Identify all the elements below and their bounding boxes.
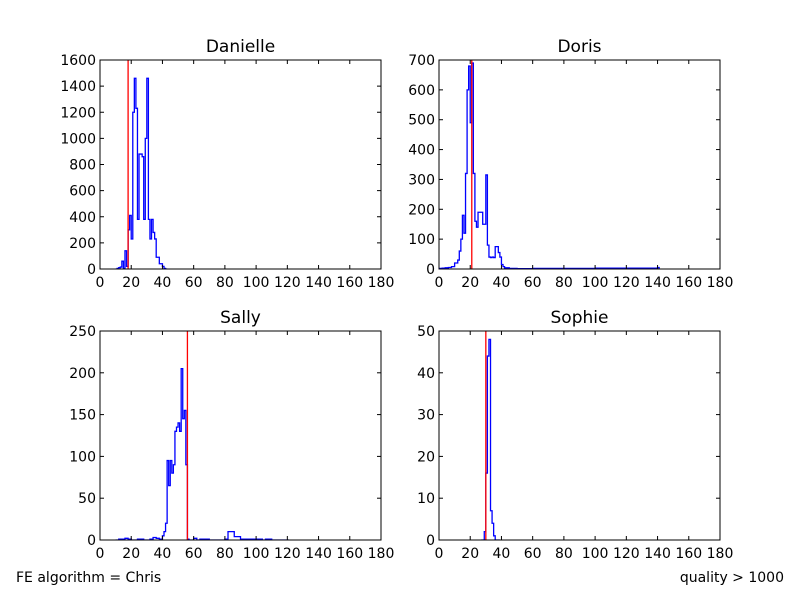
x-tick-label: 80 (216, 546, 234, 562)
x-tick-label: 80 (555, 546, 573, 562)
y-tick-label: 1400 (60, 79, 96, 95)
y-tick-label: 1000 (60, 131, 96, 147)
y-tick-label: 250 (69, 324, 96, 340)
x-tick-label: 20 (122, 275, 140, 291)
y-tick-label: 40 (417, 366, 435, 382)
x-tick-label: 120 (613, 275, 640, 291)
y-tick-label: 1200 (60, 105, 96, 121)
x-tick-label: 100 (243, 546, 270, 562)
x-tick-label: 0 (435, 275, 444, 291)
x-tick-label: 80 (555, 275, 573, 291)
x-tick-label: 120 (274, 275, 301, 291)
y-tick-label: 600 (69, 184, 96, 200)
x-tick-label: 160 (336, 275, 363, 291)
x-tick-label: 140 (644, 275, 671, 291)
x-tick-label: 160 (675, 546, 702, 562)
y-tick-label: 800 (69, 158, 96, 174)
x-tick-label: 60 (524, 275, 542, 291)
y-tick-label: 50 (78, 491, 96, 507)
x-tick-label: 100 (582, 546, 609, 562)
y-tick-label: 100 (408, 232, 435, 248)
x-tick-label: 20 (461, 275, 479, 291)
histogram-series-line (115, 77, 168, 269)
x-tick-label: 160 (675, 275, 702, 291)
subplot-title: Sophie (551, 308, 609, 328)
y-tick-label: 150 (69, 408, 96, 424)
x-tick-label: 40 (493, 546, 511, 562)
y-tick-label: 1600 (60, 53, 96, 69)
y-tick-label: 200 (408, 202, 435, 218)
subplot-title: Danielle (206, 37, 275, 57)
x-tick-label: 60 (185, 275, 203, 291)
y-tick-label: 20 (417, 449, 435, 465)
x-tick-label: 140 (305, 275, 332, 291)
y-tick-label: 600 (408, 83, 435, 99)
x-tick-label: 180 (707, 546, 734, 562)
y-tick-label: 0 (426, 533, 435, 549)
x-tick-label: 80 (216, 275, 234, 291)
x-tick-label: 100 (243, 275, 270, 291)
x-tick-label: 120 (613, 546, 640, 562)
x-tick-label: 160 (336, 546, 363, 562)
y-tick-label: 400 (408, 143, 435, 159)
y-tick-label: 50 (417, 324, 435, 340)
axes-frame (99, 330, 382, 541)
subplot-title: Sally (220, 308, 261, 328)
x-tick-label: 140 (305, 546, 332, 562)
subplot-title: Doris (557, 37, 601, 57)
histogram-series-line (115, 367, 289, 540)
x-tick-label: 180 (368, 546, 395, 562)
y-tick-label: 30 (417, 408, 435, 424)
y-tick-label: 10 (417, 491, 435, 507)
axes-frame (438, 330, 721, 541)
x-tick-label: 60 (524, 546, 542, 562)
x-tick-label: 0 (96, 275, 105, 291)
axes-frame (99, 59, 382, 270)
y-tick-label: 700 (408, 53, 435, 69)
x-tick-label: 20 (122, 546, 140, 562)
x-tick-label: 140 (644, 546, 671, 562)
x-tick-label: 120 (274, 546, 301, 562)
x-tick-label: 40 (154, 546, 172, 562)
x-tick-label: 100 (582, 275, 609, 291)
x-tick-label: 40 (154, 275, 172, 291)
y-tick-label: 500 (408, 113, 435, 129)
x-tick-label: 180 (707, 275, 734, 291)
x-tick-label: 180 (368, 275, 395, 291)
footer-algorithm-label: FE algorithm = Chris (16, 570, 162, 586)
y-tick-label: 200 (69, 366, 96, 382)
footer-quality-label: quality > 1000 (679, 570, 784, 586)
y-tick-label: 100 (69, 449, 96, 465)
subplot-sophie: Sophie 0 20 40 60 80 100 120 140 160 180 0 10 20 30 40 5… (417, 308, 733, 562)
x-tick-label: 20 (461, 546, 479, 562)
y-tick-label: 0 (426, 262, 435, 278)
histogram-series-line (481, 338, 500, 540)
x-tick-label: 0 (96, 546, 105, 562)
y-tick-label: 200 (69, 236, 96, 252)
y-tick-label: 0 (87, 262, 96, 278)
y-tick-label: 0 (87, 533, 96, 549)
histogram-series-line (439, 62, 660, 269)
subplot-danielle: Danielle 0 20 40 60 80 100 120 140 160 180 0 200 400 6… (60, 37, 394, 291)
y-tick-label: 300 (408, 172, 435, 188)
x-tick-label: 40 (493, 275, 511, 291)
x-tick-label: 60 (185, 546, 203, 562)
y-tick-label: 400 (69, 210, 96, 226)
axes-frame (438, 59, 721, 270)
x-tick-label: 0 (435, 546, 444, 562)
